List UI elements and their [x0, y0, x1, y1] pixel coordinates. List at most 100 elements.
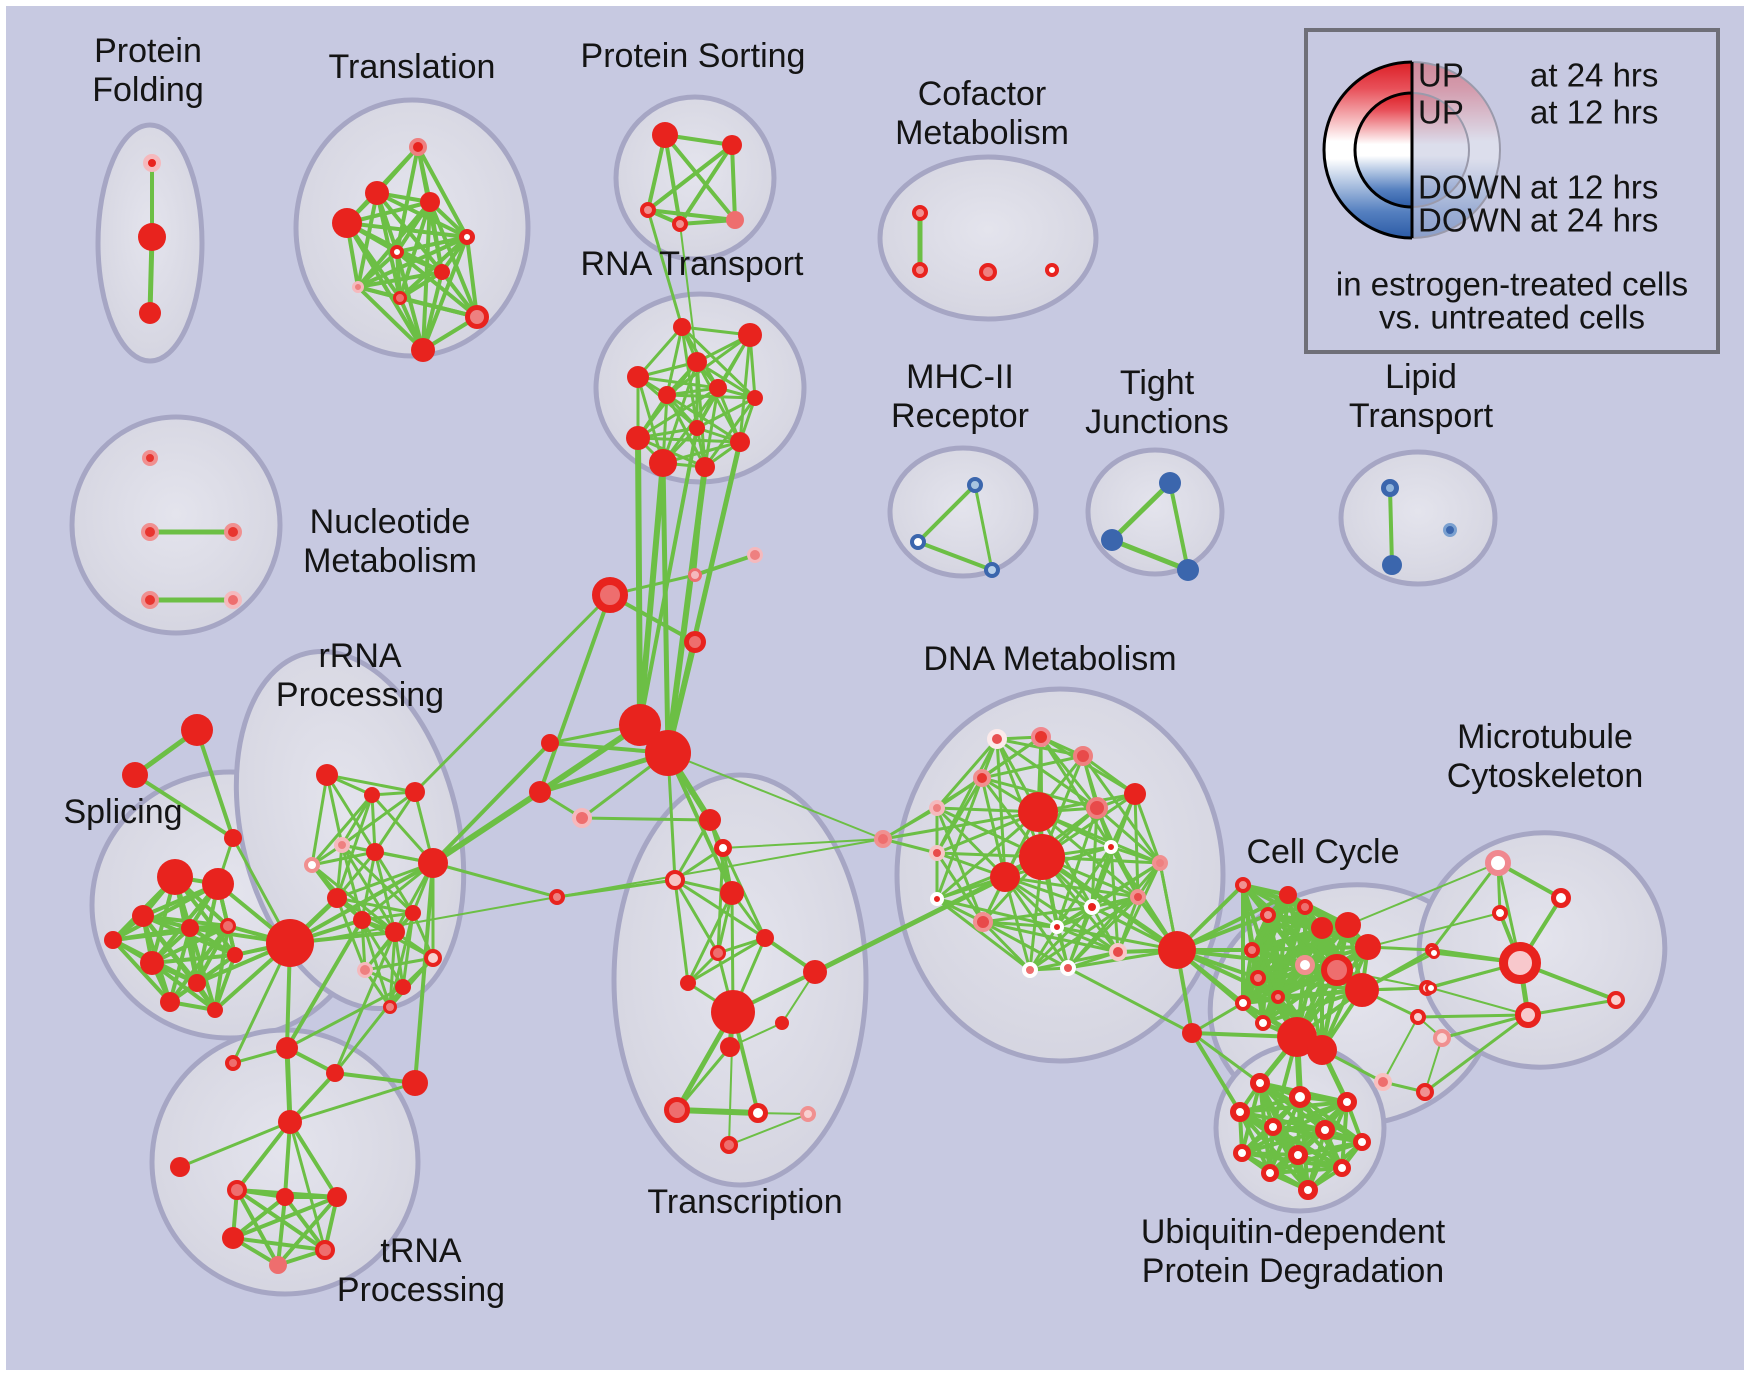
gene-node-dm4 — [973, 769, 991, 787]
edge-rr9-tb1 — [285, 918, 364, 1050]
edge-dm10-dm22 — [1003, 875, 1120, 954]
gene-node-rr10 — [385, 922, 405, 942]
edge-p3-p5 — [646, 208, 737, 222]
edge-tb5-tn1 — [235, 1120, 292, 1192]
gene-node-r7 — [747, 390, 763, 406]
gene-node-dm7 — [1086, 797, 1108, 819]
edge-r5-r12 — [703, 386, 720, 469]
edge-dm16-dm21 — [981, 920, 1032, 972]
gene-node-g2 — [572, 808, 592, 828]
gene-node-u9 — [1288, 1145, 1308, 1165]
gene-node-cc1 — [1182, 1023, 1202, 1043]
gene-node-tn1 — [227, 1180, 247, 1200]
gene-node-tx11 — [775, 1016, 789, 1030]
gene-node-pf2 — [138, 223, 166, 251]
gene-node-p1 — [652, 122, 678, 148]
cluster-label-rna-transport: RNA Transport — [581, 245, 805, 283]
gene-node-lt1 — [1381, 479, 1399, 497]
edge-p1-p5 — [663, 133, 737, 222]
legend-box — [1304, 28, 1720, 354]
edge-cc1-u4 — [1190, 1031, 1242, 1114]
gene-node-tj2 — [1101, 529, 1123, 551]
gene-node-dm10 — [990, 862, 1020, 892]
gene-node-t9 — [393, 291, 407, 305]
edge-mh2-mh3 — [916, 540, 994, 572]
edge-m5-m13 — [1320, 945, 1370, 1052]
edge-s1-s3 — [195, 728, 235, 840]
edge-bd1-dm13 — [881, 837, 939, 855]
gene-node-r8 — [689, 420, 705, 436]
edge-dm10-dm18 — [1003, 875, 1094, 909]
gene-node-rr3 — [405, 782, 425, 802]
gene-node-tx12 — [720, 1037, 740, 1057]
edge-mt5-mt6 — [1526, 998, 1618, 1017]
gene-node-mh1 — [967, 477, 983, 493]
edge-lt1-lt2 — [1388, 486, 1394, 567]
gene-node-rr6 — [366, 843, 384, 861]
edge-s2-s3 — [133, 773, 235, 840]
edge-tx3-tx8 — [673, 878, 690, 985]
gene-node-sp3 — [132, 905, 154, 927]
edge-rr3-rr6 — [373, 790, 417, 854]
edge-bd1-dm8 — [881, 810, 1040, 841]
edge-sp5-sp9 — [111, 924, 230, 942]
gene-node-h6 — [645, 730, 691, 776]
edge-rr1-rr5 — [310, 773, 329, 867]
edge-dm1-dm6 — [935, 737, 999, 810]
gene-node-tj3 — [1177, 559, 1199, 581]
edge-dm19-cc0 — [1055, 925, 1179, 952]
gene-node-lt3 — [1443, 523, 1457, 537]
edge-b4-mt5 — [1440, 1013, 1530, 1040]
gene-node-sp10 — [160, 992, 180, 1012]
cluster-label-cofactor-metabolism-line1: Cofactor — [918, 75, 1047, 113]
gene-node-tx7 — [710, 945, 726, 961]
edge-u7-u11 — [1268, 1140, 1364, 1175]
edge-rr10-tb3 — [333, 930, 397, 1075]
edge-dm16-dm19 — [981, 920, 1059, 929]
gene-node-dm8 — [1018, 792, 1058, 832]
gene-node-n2 — [141, 523, 159, 541]
edge-t5-t8 — [356, 235, 469, 289]
cluster-ellipse-lipid-transport — [1338, 449, 1498, 587]
cluster-ellipse-trna-processing — [149, 1027, 421, 1297]
edge-rr11-rr13 — [363, 911, 415, 972]
edge-r1-r6 — [665, 325, 684, 397]
gene-node-rr9 — [353, 911, 371, 929]
gene-node-u6 — [1315, 1120, 1335, 1140]
edge-rr8-rr11 — [335, 896, 415, 915]
gene-node-b3 — [1410, 1009, 1426, 1025]
edge-u10-u11 — [1268, 1166, 1344, 1175]
gene-node-m2 — [1297, 899, 1313, 915]
gene-node-mt1 — [1485, 850, 1511, 876]
gene-node-tn4 — [222, 1227, 244, 1249]
cluster-label-protein-folding-line1: Protein — [94, 32, 202, 70]
gene-node-t1 — [409, 138, 427, 156]
edge-dm6-dm10 — [935, 806, 1007, 879]
gene-node-c2 — [912, 262, 928, 278]
gene-node-rr8 — [327, 888, 347, 908]
gene-node-u4 — [1230, 1102, 1250, 1122]
gene-node-tx16 — [720, 1136, 738, 1154]
edge-m11-m17 — [1241, 883, 1280, 999]
edge-r3-r7 — [695, 360, 757, 400]
edge-r4-r5 — [636, 375, 720, 390]
edge-p2-p4 — [678, 143, 734, 226]
gene-node-m12 — [1277, 1017, 1317, 1057]
gene-node-sp1 — [157, 859, 193, 895]
gene-node-h2 — [688, 568, 702, 582]
gene-node-pf3 — [139, 302, 161, 324]
gene-node-c4 — [1045, 263, 1059, 277]
edge-rr1-rr6 — [325, 773, 377, 854]
edge-tn3-tn4 — [231, 1195, 339, 1240]
legend-down-24-time: at 24 hrs — [1530, 202, 1658, 239]
legend-up-12-label: UP — [1418, 94, 1464, 131]
gene-node-h7 — [541, 734, 559, 752]
edge-t2-t8 — [356, 191, 379, 289]
cluster-ellipse-transcription — [611, 772, 869, 1188]
gene-node-h3 — [592, 577, 628, 613]
edge-t7-t8 — [356, 270, 444, 289]
edge-tb5-tn2 — [283, 1120, 292, 1199]
cluster-label-mhc-ii-receptor-line2: Receptor — [891, 397, 1029, 435]
edge-p2-p5 — [730, 143, 737, 222]
edge-sp5-sp6 — [150, 924, 230, 965]
